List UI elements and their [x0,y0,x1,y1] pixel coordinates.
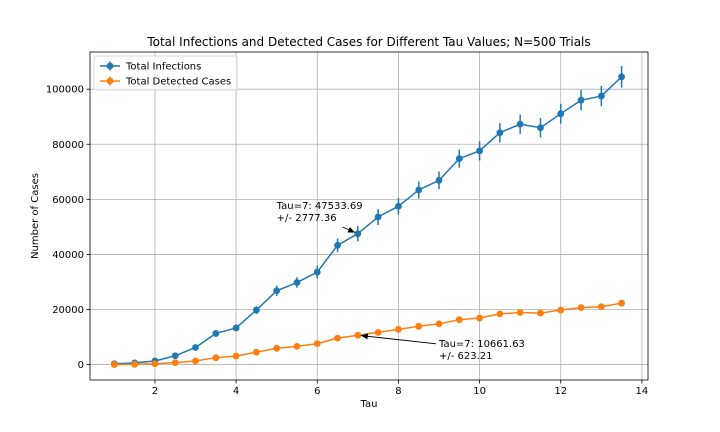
x-axis-ticks: 2 4 6 8 10 12 14 [152,380,649,397]
data-point [232,324,240,332]
y-tick-label: 40000 [52,250,84,261]
legend-box [93,55,238,91]
data-point [334,241,341,249]
annotation-arrow [360,335,437,345]
y-tick-label: 100000 [46,85,84,96]
annotation-arrowhead [347,226,356,233]
data-point [455,155,463,162]
data-point [273,287,281,295]
data-point [577,304,585,311]
annotations: Tau=7: 47533.69+/- 2777.36 Tau=7: 10661.6… [276,201,525,362]
data-point [252,306,260,314]
grid-lines [90,52,648,380]
series-line-0 [114,76,623,365]
y-tick-label: 0 [78,360,84,371]
x-axis-label: Tau [360,399,378,410]
data-point [313,340,321,348]
x-tick-label: 14 [636,386,649,397]
data-point [171,359,179,367]
legend-marker [106,62,114,70]
data-point [557,306,565,314]
data-point [476,147,483,155]
annotation-text: Tau=7: 47533.69 [276,201,363,212]
y-tick-label: 20000 [52,305,84,316]
data-markers [110,73,626,368]
data-point [415,322,423,330]
data-point [192,357,199,365]
data-point [354,331,362,339]
data-point [293,279,301,286]
data-point [597,92,605,100]
y-tick-label: 80000 [52,140,84,151]
data-point [131,360,139,368]
annotation-text: +/- 2777.36 [277,213,337,224]
data-point [476,314,483,322]
data-point [496,310,504,318]
data-point [374,328,382,336]
x-tick-label: 8 [395,386,401,397]
legend-marker [106,77,114,85]
data-point [557,110,565,118]
legend: Total Infections Total Detected Cases [93,55,238,91]
data-point [334,334,341,342]
data-point [537,124,544,132]
data-point [110,361,118,368]
legend-entry: Total Detected Cases [125,77,231,88]
data-point [192,344,199,351]
y-tick-label: 60000 [52,195,84,206]
x-tick-label: 2 [152,386,158,397]
data-point [455,316,463,324]
data-point [395,325,402,333]
data-point [415,186,423,194]
data-point [618,299,626,307]
error-bars [113,66,623,365]
x-tick-label: 12 [554,386,567,397]
series-lines [114,76,623,366]
data-point [597,303,605,311]
annotation-text: +/- 623.21 [439,351,493,362]
chart-title: Total Infections and Detected Cases for … [146,35,590,49]
annotation-arrowhead [360,333,369,340]
data-point [374,213,382,221]
data-point [577,96,585,104]
data-point [232,352,240,360]
x-tick-label: 6 [314,386,320,397]
data-point [537,309,544,317]
data-point [252,348,260,356]
data-point [516,309,524,316]
data-point [273,344,281,352]
data-point [618,73,626,81]
data-point [516,120,524,128]
plot-frame [89,51,649,381]
annotation-text: Tau=7: 10661.63 [438,339,525,350]
data-point [496,129,504,137]
y-axis-ticks: 0 20000 40000 60000 80000 100000 [46,85,90,371]
data-point [313,268,321,276]
legend-entry: Total Infections [125,62,201,73]
data-point [354,230,362,238]
data-point [151,360,159,368]
data-point [212,330,220,337]
data-point [212,354,220,362]
y-axis-label: Number of Cases [30,173,41,259]
data-point [171,352,179,360]
data-point [435,176,443,184]
x-tick-label: 4 [233,386,239,397]
data-point [395,202,402,210]
data-point [293,343,301,350]
x-tick-label: 10 [473,386,486,397]
data-point [435,320,443,328]
